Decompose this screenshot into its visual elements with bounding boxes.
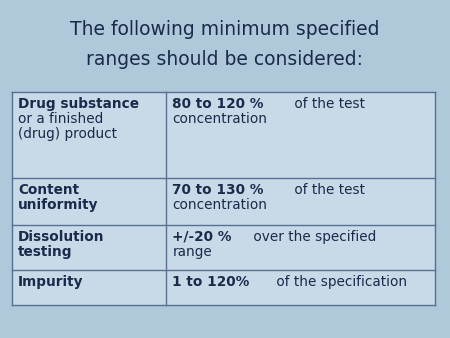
Text: Drug substance: Drug substance — [18, 97, 139, 111]
Text: over the specified: over the specified — [249, 230, 376, 244]
Text: of the specification: of the specification — [272, 275, 407, 289]
Text: (drug) product: (drug) product — [18, 127, 117, 141]
Text: Dissolution: Dissolution — [18, 230, 104, 244]
Text: 70 to 130 %: 70 to 130 % — [172, 183, 264, 197]
Text: Impurity: Impurity — [18, 275, 84, 289]
Text: concentration: concentration — [172, 198, 267, 212]
Text: of the test: of the test — [290, 97, 365, 111]
Text: 80 to 120 %: 80 to 120 % — [172, 97, 264, 111]
Text: of the test: of the test — [290, 183, 365, 197]
Text: testing: testing — [18, 245, 72, 259]
Text: or a finished: or a finished — [18, 112, 103, 126]
Bar — [12, 92, 435, 305]
Text: concentration: concentration — [172, 112, 267, 126]
Text: range: range — [172, 245, 212, 259]
Text: Content: Content — [18, 183, 79, 197]
Text: 1 to 120%: 1 to 120% — [172, 275, 250, 289]
Text: +/-20 %: +/-20 % — [172, 230, 232, 244]
Text: The following minimum specified: The following minimum specified — [70, 20, 380, 39]
Text: ranges should be considered:: ranges should be considered: — [86, 50, 364, 69]
Text: uniformity: uniformity — [18, 198, 99, 212]
